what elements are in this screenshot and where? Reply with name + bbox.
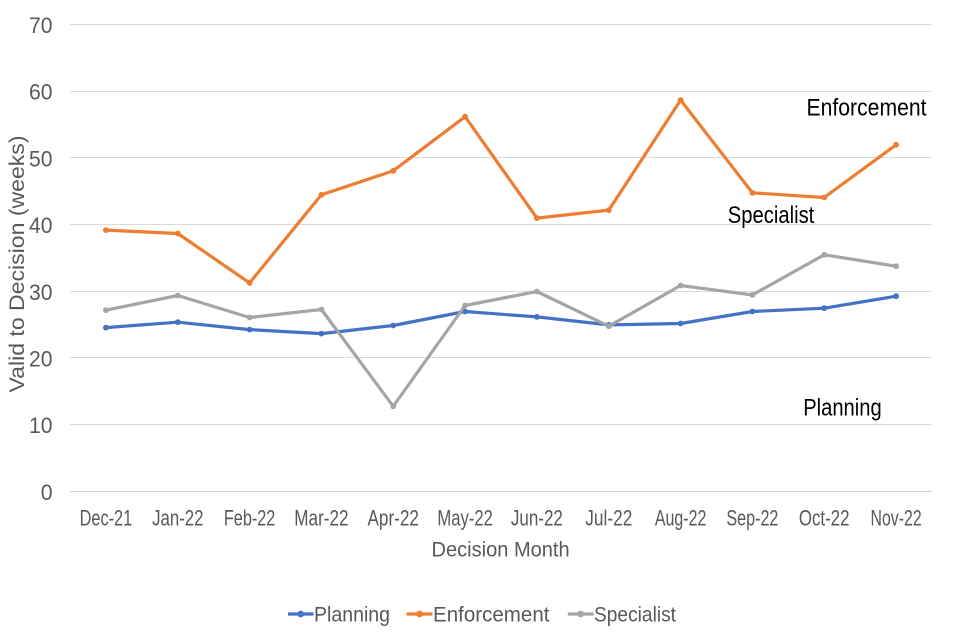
svg-text:Nov-22: Nov-22 — [871, 505, 922, 530]
svg-text:Decision Month: Decision Month — [432, 539, 570, 562]
svg-text:Jan-22: Jan-22 — [152, 505, 203, 530]
svg-text:Oct-22: Oct-22 — [799, 505, 850, 530]
svg-text:Jun-22: Jun-22 — [511, 505, 563, 530]
svg-text:30: 30 — [29, 280, 53, 305]
svg-text:20: 20 — [29, 347, 53, 372]
svg-text:Specialist: Specialist — [594, 602, 676, 626]
svg-text:10: 10 — [29, 413, 53, 438]
svg-text:Apr-22: Apr-22 — [368, 505, 419, 530]
svg-text:Planning: Planning — [803, 394, 882, 421]
svg-text:Valid to Decision (weeks): Valid to Decision (weeks) — [6, 136, 29, 393]
svg-text:Specialist: Specialist — [728, 202, 815, 229]
svg-text:0: 0 — [41, 480, 53, 505]
svg-text:Enforcement: Enforcement — [807, 94, 927, 121]
svg-text:Mar-22: Mar-22 — [294, 505, 348, 530]
svg-text:Jul-22: Jul-22 — [585, 505, 632, 530]
svg-text:Planning: Planning — [314, 602, 390, 626]
svg-text:May-22: May-22 — [437, 505, 493, 530]
svg-text:Enforcement: Enforcement — [433, 602, 550, 626]
svg-text:40: 40 — [29, 213, 53, 238]
svg-text:60: 60 — [29, 80, 53, 105]
svg-text:Aug-22: Aug-22 — [655, 505, 707, 530]
svg-text:50: 50 — [29, 146, 53, 171]
svg-text:Dec-21: Dec-21 — [80, 505, 133, 530]
svg-text:70: 70 — [29, 13, 53, 38]
svg-text:Sep-22: Sep-22 — [726, 505, 778, 530]
svg-text:Feb-22: Feb-22 — [224, 505, 275, 530]
